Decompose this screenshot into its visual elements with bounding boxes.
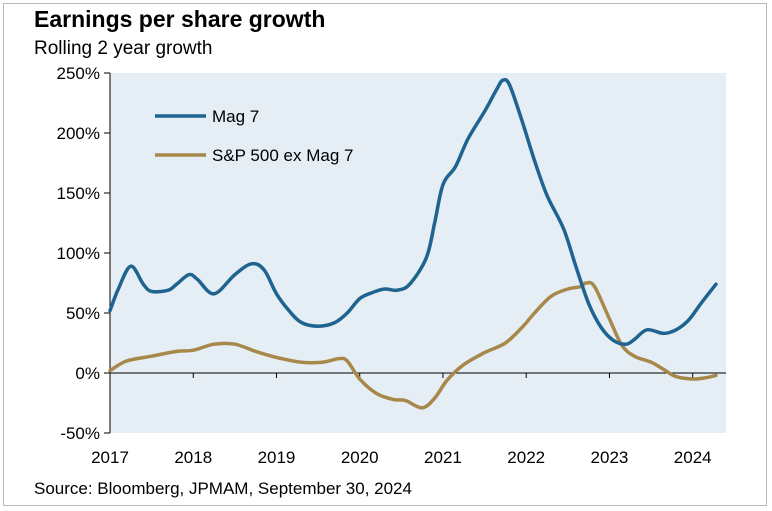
legend: Mag 7 S&P 500 ex Mag 7: [155, 107, 353, 165]
y-tick-label: 50%: [66, 304, 100, 323]
y-tick-label: 250%: [57, 64, 100, 83]
y-tick-label: 0%: [75, 364, 100, 383]
x-tick-label: 2018: [174, 448, 212, 467]
source-note: Source: Bloomberg, JPMAM, September 30, …: [34, 479, 412, 498]
x-tick-label: 2023: [591, 448, 629, 467]
y-tick-label: 200%: [57, 124, 100, 143]
x-tick-label: 2017: [91, 448, 129, 467]
x-tick-label: 2021: [424, 448, 462, 467]
legend-label: Mag 7: [212, 107, 259, 126]
x-tick-label: 2022: [507, 448, 545, 467]
chart-subtitle: Rolling 2 year growth: [34, 38, 213, 59]
series-line-mag7: [108, 77, 718, 346]
chart-frame: [3, 3, 767, 506]
y-tick-label: 100%: [57, 244, 100, 263]
x-tick-label: 2020: [341, 448, 379, 467]
y-tick-label: 150%: [57, 184, 100, 203]
x-tick-label: 2019: [258, 448, 296, 467]
y-axis: -50% 0% 50% 100% 150% 200% 250%: [57, 64, 111, 443]
x-tick-label: 2024: [674, 448, 712, 467]
legend-label: S&P 500 ex Mag 7: [212, 146, 353, 165]
chart-title: Earnings per share growth: [34, 6, 326, 32]
series-line-sp500-ex-mag7: [108, 280, 718, 410]
x-axis: 2017 2018 2019 2020 2021 2022 2023 2024: [91, 372, 726, 467]
series-lines: [108, 77, 718, 410]
y-tick-label: -50%: [60, 424, 100, 443]
plot-area: [110, 73, 726, 433]
